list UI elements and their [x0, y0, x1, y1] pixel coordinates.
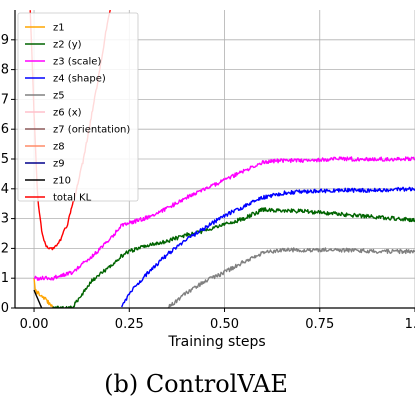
- y-tick-label: 1: [1, 271, 9, 286]
- y-tick-label: 7: [1, 92, 9, 107]
- y-tick-label: 4: [1, 182, 9, 197]
- legend-label: z7 (orientation): [53, 125, 130, 136]
- legend-label: total KL: [53, 193, 92, 204]
- y-tick-label: 3: [1, 212, 9, 227]
- legend: z1 z2 (y) z3 (scale) z4 (shape) z5 z6 (x) z7 (…: [18, 13, 138, 204]
- legend-label: z2 (y): [53, 40, 82, 51]
- legend-label: z10: [53, 176, 71, 187]
- y-tick-label: 9: [1, 33, 9, 48]
- x-axis-title: Training steps: [167, 334, 265, 350]
- y-tick-label: 0: [1, 301, 9, 316]
- legend-label: z8: [53, 142, 65, 153]
- y-tick-label: 5: [1, 152, 9, 167]
- legend-label: z6 (x): [53, 108, 82, 119]
- x-tick-label: 1.0: [405, 317, 415, 332]
- figure-caption: (b) ControlVAE: [104, 370, 288, 398]
- legend-label: z1: [53, 23, 65, 34]
- x-tick-label: 0.25: [115, 317, 144, 332]
- x-tick-label: 0.75: [305, 317, 334, 332]
- y-tick-label: 2: [1, 241, 9, 256]
- y-tick-label: 6: [1, 122, 9, 137]
- legend-label: z5: [53, 91, 65, 102]
- x-tick-label: 0.00: [20, 317, 49, 332]
- x-tick-label: 0.50: [210, 317, 239, 332]
- legend-label: z3 (scale): [53, 57, 101, 68]
- y-tick-label: 8: [1, 63, 9, 78]
- legend-label: z9: [53, 159, 65, 170]
- legend-label: z4 (shape): [53, 74, 106, 85]
